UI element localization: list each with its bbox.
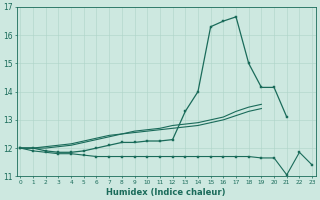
X-axis label: Humidex (Indice chaleur): Humidex (Indice chaleur) (107, 188, 226, 197)
